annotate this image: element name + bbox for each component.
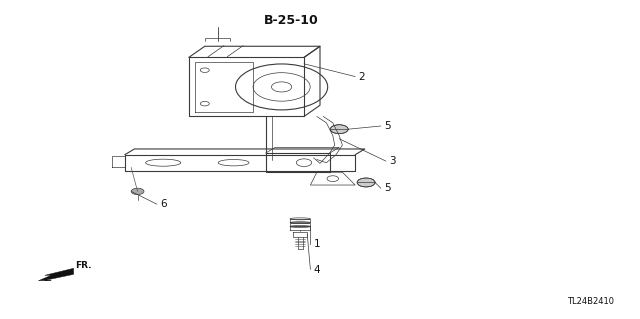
Text: FR.: FR. [76,261,92,270]
Text: 6: 6 [160,199,166,209]
Text: B-25-10: B-25-10 [264,14,319,27]
Text: TL24B2410: TL24B2410 [568,297,614,306]
Polygon shape [38,268,74,281]
Text: 2: 2 [358,71,365,82]
Text: 1: 1 [314,239,320,249]
Text: 3: 3 [389,156,396,166]
Circle shape [357,178,375,187]
Circle shape [330,125,348,134]
Text: 4: 4 [314,264,320,275]
Text: 5: 5 [384,121,390,131]
Circle shape [131,188,144,195]
Text: 5: 5 [384,183,390,193]
